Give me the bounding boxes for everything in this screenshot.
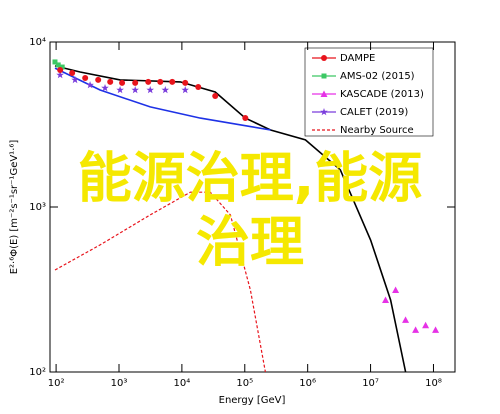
legend-label: AMS-02 (2015) <box>340 71 415 82</box>
data-point <box>212 92 219 99</box>
data-point <box>86 81 94 89</box>
data-point <box>392 286 400 294</box>
data-point <box>145 78 152 85</box>
overlay-text: 治理 <box>196 211 304 274</box>
data-point <box>132 79 139 86</box>
data-point <box>57 66 64 73</box>
data-point <box>195 83 202 90</box>
data-point <box>182 79 189 86</box>
data-point <box>69 69 76 76</box>
data-point <box>161 86 170 94</box>
y-tick-label: 10³ <box>29 202 46 213</box>
legend-label: CALET (2019) <box>340 107 408 118</box>
data-point <box>402 316 410 323</box>
data-point <box>412 326 420 333</box>
x-tick-label: 10⁸ <box>425 378 442 389</box>
data-point <box>59 64 65 70</box>
x-tick-label: 10⁴ <box>174 378 191 389</box>
x-tick-label: 10² <box>48 378 65 389</box>
line <box>54 191 266 373</box>
legend-label: Nearby Source <box>340 125 414 136</box>
x-tick-label: 10³ <box>111 378 128 389</box>
data-point <box>157 78 164 85</box>
overlay-text: 能源治理,能源 <box>78 147 423 210</box>
data-point <box>131 86 139 94</box>
data-point <box>107 78 114 85</box>
line <box>54 67 271 131</box>
legend-label: DAMPE <box>340 53 375 64</box>
x-axis-label: Energy [GeV] <box>219 395 286 406</box>
data-point <box>52 59 58 65</box>
data-point <box>101 84 109 92</box>
data-point <box>181 86 189 94</box>
legend-entries: DAMPE AMS-02 (2015) KASCADE (2013) CALET (2… <box>312 53 424 136</box>
legend-label: KASCADE (2013) <box>340 89 424 100</box>
data-point <box>320 108 328 116</box>
plot-area <box>52 59 440 373</box>
line <box>54 65 407 373</box>
data-point <box>422 321 430 329</box>
data-point <box>71 75 79 84</box>
legend <box>304 47 434 137</box>
data-point <box>321 55 327 61</box>
y-axis-label: E²·⁶Φ(E) [m⁻²s⁻¹sr⁻¹GeV¹·⁶] <box>9 140 20 275</box>
data-point <box>116 86 124 94</box>
data-point <box>95 76 102 83</box>
data-point <box>82 75 89 82</box>
x-tick-label: 10⁷ <box>362 378 379 389</box>
data-point <box>146 86 154 94</box>
data-point <box>382 296 390 304</box>
x-tick-label: 10⁵ <box>236 378 253 389</box>
y-tick-label: 10⁴ <box>29 37 46 48</box>
data-point <box>169 78 176 85</box>
y-tick-label: 10² <box>29 367 46 378</box>
data-point <box>321 73 327 79</box>
data-point <box>55 62 61 68</box>
data-point <box>320 90 328 97</box>
data-point <box>432 326 440 333</box>
data-point <box>119 79 126 86</box>
data-point <box>242 115 249 122</box>
x-tick-label: 10⁶ <box>299 378 316 389</box>
data-point <box>56 71 64 79</box>
